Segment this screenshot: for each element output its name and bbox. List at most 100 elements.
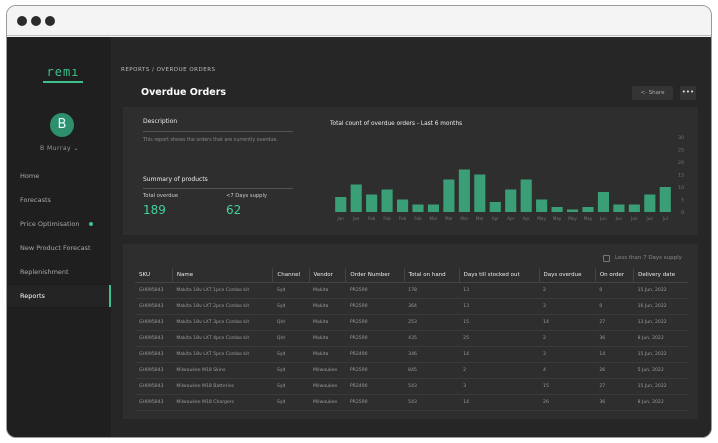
- table-row[interactable]: GH095843 Milwaukee M18 Chargers Syd Milwauk…: [135, 394, 688, 411]
- x-tick-label: Mar: [460, 216, 468, 221]
- chart-bar[interactable]: [427, 204, 440, 213]
- column-header[interactable]: Vendor: [308, 268, 346, 283]
- table-cell: 13: [459, 282, 540, 299]
- chart-bar[interactable]: [396, 199, 409, 213]
- y-tick-label: 0: [681, 210, 684, 216]
- app: remı B B Murray ⌄ Home Forecasts Price O…: [7, 37, 711, 437]
- chart-bar[interactable]: [551, 207, 563, 212]
- table-row[interactable]: GH095843 Makita 18v LXT 5pce Combo kit Syd…: [135, 346, 688, 363]
- table-header-row: SKU Name Channel Vendor Order Number Total on…: [135, 268, 688, 283]
- table-cell: 14: [595, 346, 634, 363]
- share-button[interactable]: <· Share: [632, 86, 673, 100]
- chart-bar[interactable]: [536, 199, 548, 213]
- column-header[interactable]: Days till stocked out: [458, 268, 540, 283]
- chart-bar[interactable]: [443, 179, 455, 213]
- chart-bar[interactable]: [381, 189, 393, 213]
- x-tick-label: May: [537, 216, 546, 221]
- column-header[interactable]: Order Number: [345, 268, 405, 283]
- table-cell: 3: [539, 346, 596, 363]
- chart-bar[interactable]: [582, 207, 594, 212]
- table-cell: 15: [459, 314, 540, 331]
- user-menu[interactable]: B Murray ⌄: [40, 145, 79, 152]
- chart-bar[interactable]: [597, 192, 610, 212]
- window-zoom-dot[interactable]: [45, 16, 55, 26]
- chart-bar[interactable]: [489, 202, 501, 212]
- table-cell: Makita: [309, 330, 346, 347]
- table-cell: 845: [404, 362, 460, 379]
- table-cell: Makita 18v LXT 2pce Combo kit: [172, 298, 273, 315]
- chart-bar[interactable]: [458, 169, 470, 213]
- checkbox-label: Less than 7 Days supply: [615, 255, 682, 261]
- chart-bar[interactable]: [474, 174, 486, 213]
- x-tick-label: Jan: [336, 216, 344, 221]
- table-cell: 2: [459, 362, 540, 379]
- x-tick-label: Jul: [662, 216, 668, 221]
- table-cell: Milwaukee M18 Chargers: [172, 394, 273, 411]
- divider: [143, 131, 293, 132]
- table-cell: 26: [539, 394, 596, 411]
- column-header[interactable]: Channel: [272, 268, 310, 283]
- breadcrumb[interactable]: REPORTS / OVERDUE ORDERS: [121, 67, 216, 73]
- chart-bar[interactable]: [659, 187, 671, 212]
- chart-bar[interactable]: [366, 194, 378, 213]
- window-close-dot[interactable]: [17, 16, 27, 26]
- column-header[interactable]: On order: [594, 268, 634, 283]
- table-cell: 0: [595, 298, 634, 315]
- table-cell: PR2590: [345, 282, 405, 299]
- sidebar-item-reports[interactable]: Reports: [7, 285, 111, 307]
- table-cell: 2: [539, 282, 596, 299]
- table-cell: Makita 18v LXT 5pce Combo kit: [172, 346, 273, 363]
- table-row[interactable]: GH095843 Makita 18v LXT 4pce Combo kit Qld…: [135, 330, 688, 347]
- window-minimize-dot[interactable]: [31, 16, 41, 26]
- column-header[interactable]: Total on hand: [403, 268, 460, 283]
- table-cell: PR2490: [345, 346, 405, 363]
- table-row[interactable]: GH095843 Milwaukee M18 Batteries Syd Milwau…: [135, 378, 688, 395]
- table-row[interactable]: GH095843 Makita 18v LXT 2pce Combo kit Syd…: [135, 298, 688, 315]
- table-cell: GH095843: [135, 282, 173, 299]
- sidebar-item-forecasts[interactable]: Forecasts: [7, 189, 111, 211]
- table-cell: PR2590: [345, 298, 405, 315]
- chart-bar[interactable]: [412, 204, 424, 213]
- column-header[interactable]: Days overdue: [538, 268, 596, 283]
- less-than-7-days-checkbox[interactable]: [603, 255, 610, 262]
- table-cell: 3: [459, 378, 540, 395]
- table-row[interactable]: GH095843 Makita 18v LXT 1pce Combo kit Syd…: [135, 282, 688, 299]
- table-cell: Qld: [272, 330, 310, 347]
- chart-bar[interactable]: [520, 179, 532, 213]
- chart-bar[interactable]: [350, 184, 362, 213]
- sidebar-item-home[interactable]: Home: [7, 165, 111, 187]
- table-cell: 26: [595, 362, 634, 379]
- chart-bar[interactable]: [335, 197, 347, 212]
- table-cell: 5 Jun, 2022: [633, 362, 688, 379]
- chart-bar[interactable]: [628, 204, 640, 213]
- x-tick-label: Jun: [630, 216, 638, 221]
- orders-table: SKU Name Channel Vendor Order Number Total on…: [135, 268, 688, 411]
- table-cell: Makita: [309, 282, 346, 299]
- table-cell: Syd: [272, 362, 310, 379]
- table-cell: 4: [539, 362, 596, 379]
- table-cell: 15 Jun, 2022: [633, 346, 688, 363]
- chart-bar[interactable]: [613, 204, 625, 213]
- overdue-chart-svg: Total count of overdue orders - Last 6 m…: [329, 121, 684, 221]
- x-tick-label: Jun: [615, 216, 623, 221]
- sidebar-item-price-optimisation[interactable]: Price Optimisation: [7, 213, 111, 235]
- sidebar-item-replenishment[interactable]: Replenishment: [7, 261, 111, 283]
- table-row[interactable]: GH095843 Makita 18v LXT 3pce Combo kit Qld…: [135, 314, 688, 331]
- summary-card: Description This report shows the orders…: [123, 107, 698, 235]
- table-row[interactable]: GH095843 Milwaukee M18 Skins Syd Milwaukee P…: [135, 362, 688, 379]
- more-options-button[interactable]: •••: [680, 86, 696, 100]
- table-cell: Qld: [272, 314, 310, 331]
- x-tick-label: May: [584, 216, 593, 221]
- column-header[interactable]: SKU: [135, 268, 173, 283]
- x-tick-label: Mar: [445, 216, 453, 221]
- avatar[interactable]: B: [50, 113, 74, 137]
- x-tick-label: Apr: [523, 216, 531, 221]
- chart-bar[interactable]: [644, 194, 656, 213]
- column-header[interactable]: Delivery date: [633, 268, 688, 283]
- chart-bar[interactable]: [566, 209, 579, 213]
- chart-title: Total count of overdue orders - Last 6 m…: [329, 121, 462, 127]
- table-cell: Milwaukee: [309, 362, 346, 379]
- chart-bar[interactable]: [505, 189, 517, 213]
- sidebar-item-new-product-forecast[interactable]: New Product Forecast: [7, 237, 111, 259]
- column-header[interactable]: Name: [171, 268, 273, 283]
